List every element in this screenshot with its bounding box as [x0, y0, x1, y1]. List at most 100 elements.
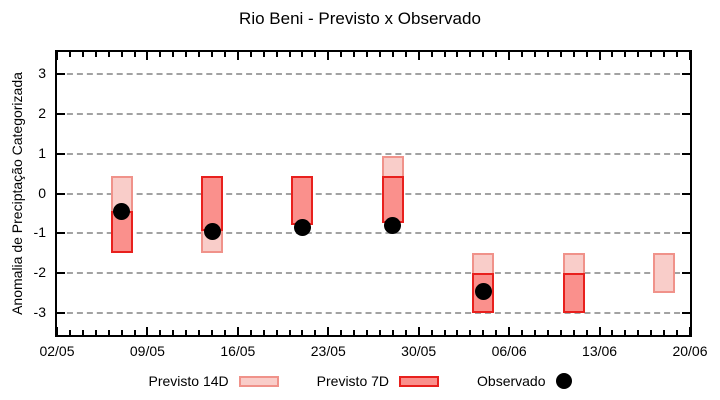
observado-dot [474, 282, 492, 300]
gridline [57, 72, 690, 75]
bar-previsto-7d [562, 273, 585, 314]
x-tick-minor-top [378, 52, 381, 57]
legend-swatch-previsto-14d-icon [238, 375, 279, 387]
x-tick-label: 13/06 [582, 343, 618, 359]
x-tick-minor-bottom [288, 330, 291, 335]
y-tick-label: -1 [33, 224, 46, 241]
x-tick-major-top [236, 52, 239, 60]
x-tick-minor-top [611, 52, 614, 57]
x-tick-minor-bottom [340, 330, 343, 335]
y-tick-left [57, 112, 65, 115]
gridline [57, 232, 690, 235]
y-tick-right [682, 232, 690, 235]
x-tick-minor-top [94, 52, 97, 57]
x-tick-minor-bottom [120, 330, 123, 335]
x-tick-major-bottom [417, 327, 420, 335]
x-tick-minor-bottom [430, 330, 433, 335]
observado-dot [203, 222, 221, 240]
x-tick-minor-bottom [107, 330, 110, 335]
observado-dot [113, 202, 131, 220]
legend-label-previsto-7d: Previsto 7D [316, 373, 390, 389]
x-tick-minor-top [211, 52, 214, 57]
x-tick-label: 09/05 [129, 343, 165, 359]
x-tick-minor-top [353, 52, 356, 57]
x-tick-minor-bottom [611, 330, 614, 335]
y-tick-left [57, 192, 65, 195]
x-tick-minor-bottom [663, 330, 666, 335]
x-tick-minor-bottom [314, 330, 317, 335]
x-tick-minor-top [249, 52, 252, 57]
chart-title: Rio Beni - Previsto x Observado [239, 9, 481, 28]
y-tick-left [57, 232, 65, 235]
x-tick-minor-top [546, 52, 549, 57]
x-tick-major-bottom [327, 327, 330, 335]
x-tick-label: 30/05 [401, 343, 437, 359]
x-tick-minor-top [159, 52, 162, 57]
x-tick-major-bottom [689, 327, 691, 335]
x-tick-major-bottom [146, 327, 149, 335]
plot-area [55, 50, 692, 337]
gridline [57, 272, 690, 275]
x-tick-minor-top [340, 52, 343, 57]
x-tick-minor-bottom [159, 330, 162, 335]
x-tick-major-top [508, 52, 511, 60]
x-tick-minor-bottom [198, 330, 201, 335]
x-tick-minor-bottom [391, 330, 394, 335]
x-tick-minor-top [301, 52, 304, 57]
observado-dot [384, 216, 402, 234]
x-tick-minor-top [650, 52, 653, 57]
x-tick-minor-top [288, 52, 291, 57]
x-tick-label: 20/06 [672, 343, 708, 359]
x-tick-minor-top [521, 52, 524, 57]
y-tick-right [682, 192, 690, 195]
bar-previsto-7d [291, 175, 314, 226]
x-tick-minor-top [443, 52, 446, 57]
x-tick-minor-top [120, 52, 123, 57]
x-tick-minor-bottom [495, 330, 498, 335]
gridline [57, 112, 690, 115]
legend-item-previsto-7d: Previsto 7D [316, 373, 440, 389]
x-tick-minor-bottom [249, 330, 252, 335]
x-tick-minor-bottom [275, 330, 278, 335]
x-tick-minor-top [314, 52, 317, 57]
x-tick-label: 16/05 [220, 343, 256, 359]
y-tick-right [682, 112, 690, 115]
x-tick-minor-top [559, 52, 562, 57]
y-tick-label: 2 [38, 104, 46, 121]
x-tick-minor-top [366, 52, 369, 57]
y-tick-right [682, 152, 690, 155]
x-tick-minor-top [404, 52, 407, 57]
y-tick-left [57, 312, 65, 315]
x-tick-major-top [146, 52, 149, 60]
x-tick-minor-bottom [353, 330, 356, 335]
y-tick-label: 1 [38, 144, 46, 161]
x-tick-major-top [56, 52, 58, 60]
x-tick-minor-top [172, 52, 175, 57]
x-tick-minor-top [482, 52, 485, 57]
x-tick-minor-top [185, 52, 188, 57]
x-tick-minor-bottom [366, 330, 369, 335]
x-tick-major-top [327, 52, 330, 60]
y-tick-left [57, 272, 65, 275]
x-tick-minor-bottom [637, 330, 640, 335]
x-tick-minor-top [262, 52, 265, 57]
x-tick-minor-bottom [456, 330, 459, 335]
x-tick-minor-bottom [133, 330, 136, 335]
x-tick-major-bottom [598, 327, 601, 335]
x-tick-major-top [689, 52, 691, 60]
x-tick-minor-bottom [68, 330, 71, 335]
y-tick-right [682, 272, 690, 275]
x-tick-major-top [417, 52, 420, 60]
x-tick-minor-bottom [482, 330, 485, 335]
x-tick-minor-top [624, 52, 627, 57]
y-tick-right [682, 72, 690, 75]
y-tick-left [57, 152, 65, 155]
x-tick-minor-bottom [378, 330, 381, 335]
x-tick-label: 06/06 [491, 343, 527, 359]
x-tick-minor-top [81, 52, 84, 57]
x-tick-minor-top [585, 52, 588, 57]
x-tick-minor-bottom [443, 330, 446, 335]
y-tick-label: -3 [33, 304, 46, 321]
x-tick-label: 02/05 [39, 343, 75, 359]
